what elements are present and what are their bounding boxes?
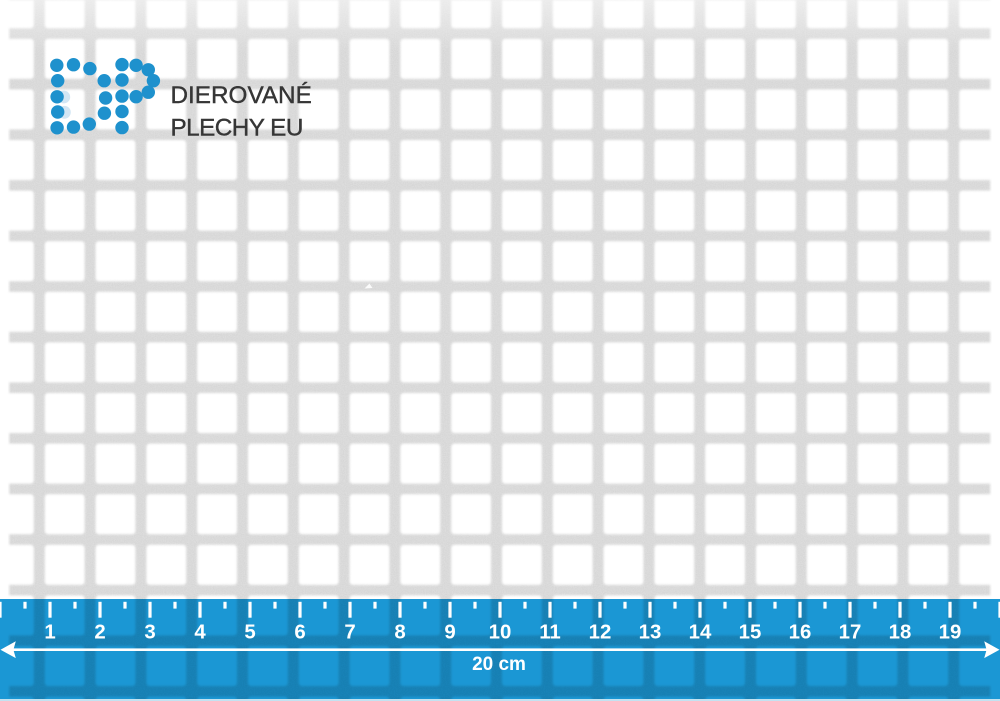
svg-text:15: 15: [739, 621, 762, 643]
svg-text:11: 11: [539, 621, 561, 643]
svg-text:PLECHY EU: PLECHY EU: [171, 115, 303, 142]
svg-text:2: 2: [94, 621, 105, 643]
svg-text:14: 14: [689, 621, 712, 643]
svg-text:13: 13: [639, 621, 662, 643]
svg-text:20 cm: 20 cm: [472, 654, 526, 675]
svg-text:5: 5: [244, 621, 255, 643]
svg-text:6: 6: [294, 621, 305, 643]
svg-text:7: 7: [344, 621, 355, 643]
svg-text:8: 8: [394, 621, 405, 643]
svg-text:3: 3: [144, 621, 155, 643]
svg-text:12: 12: [589, 621, 612, 643]
svg-text:9: 9: [444, 621, 455, 643]
svg-text:DIEROVANÉ: DIEROVANÉ: [171, 82, 312, 109]
svg-text:17: 17: [839, 621, 862, 643]
svg-text:10: 10: [489, 621, 512, 643]
svg-text:18: 18: [889, 621, 912, 643]
svg-text:1: 1: [44, 621, 55, 643]
svg-text:16: 16: [789, 621, 812, 643]
svg-text:19: 19: [939, 621, 962, 643]
svg-text:4: 4: [194, 621, 206, 643]
